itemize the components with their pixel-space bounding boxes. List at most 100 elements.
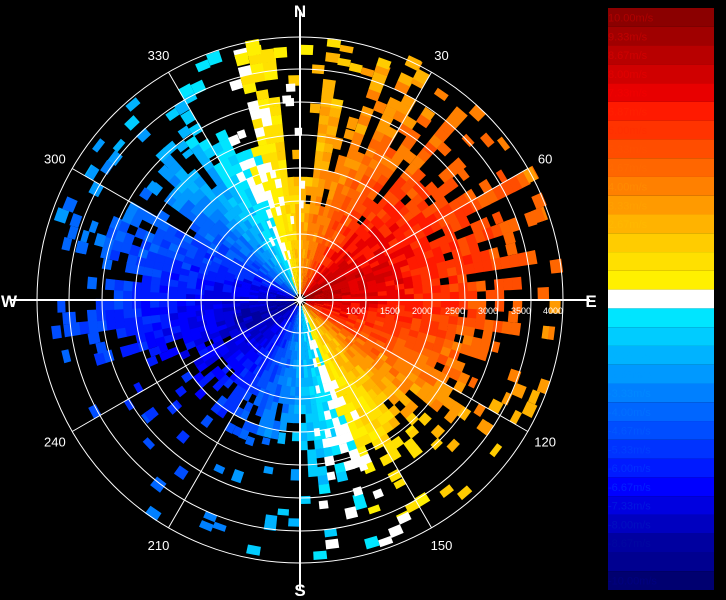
echo-gate <box>354 271 365 279</box>
echo-gate <box>279 168 288 179</box>
echo-gate <box>150 476 167 493</box>
echo-gate <box>357 361 369 372</box>
echo-gate <box>290 313 295 323</box>
echo-gate <box>322 306 333 311</box>
echo-gate <box>178 349 191 361</box>
echo-gate <box>422 300 433 308</box>
echo-gate <box>467 290 478 301</box>
echo-gate <box>348 259 359 268</box>
echo-gate <box>251 71 267 83</box>
echo-gate <box>317 315 326 323</box>
echo-gate <box>308 311 316 320</box>
echo-gate <box>230 292 241 297</box>
echo-gate <box>275 301 286 304</box>
echo-gate <box>303 287 310 296</box>
echo-gate <box>344 506 359 520</box>
echo-gate <box>325 538 340 550</box>
echo-gate <box>301 305 305 315</box>
echo-gate <box>318 500 329 510</box>
legend-label: 1.33m/s <box>608 257 648 269</box>
echo-gate <box>204 284 215 291</box>
echo-gate <box>267 258 276 268</box>
echo-gate <box>294 185 301 196</box>
echo-gate <box>342 267 353 275</box>
echo-gate <box>226 342 237 352</box>
echo-gate <box>334 201 344 213</box>
echo-gate <box>242 315 253 322</box>
echo-gate <box>231 361 242 372</box>
echo-gate <box>333 322 343 331</box>
echo-gate <box>264 275 274 282</box>
echo-gate <box>300 284 304 295</box>
echo-gate <box>347 380 358 392</box>
echo-gate <box>430 424 446 439</box>
echo-gate <box>268 322 277 330</box>
legend-label: 10.00m/s <box>608 13 654 25</box>
echo-gate <box>341 264 351 273</box>
echo-gate <box>491 211 504 225</box>
echo-gate <box>361 381 372 393</box>
echo-gate <box>327 341 336 351</box>
legend-label: -3.33m/s <box>608 388 651 400</box>
echo-gate <box>316 337 324 347</box>
echo-gate <box>249 291 259 296</box>
echo-gate <box>305 302 315 307</box>
echo-gate <box>449 283 460 293</box>
echo-gate <box>231 228 243 239</box>
echo-gate <box>303 304 311 312</box>
echo-gate <box>201 333 213 343</box>
echo-gate <box>340 236 350 247</box>
echo-gate <box>259 286 269 292</box>
echo-gate <box>146 355 159 367</box>
echo-gate <box>318 264 325 274</box>
echo-gate <box>252 224 262 235</box>
echo-gate <box>252 331 263 341</box>
echo-gate <box>242 208 253 220</box>
echo-gate <box>367 335 378 344</box>
legend-label: -7.33m/s <box>608 501 651 513</box>
echo-gate <box>296 323 299 334</box>
echo-gate <box>314 294 324 298</box>
echo-gate <box>319 280 328 287</box>
echo-gate <box>307 467 319 478</box>
echo-gate <box>417 259 428 269</box>
echo-gate <box>115 326 127 339</box>
legend-swatch <box>608 402 714 422</box>
echo-gate <box>340 248 350 258</box>
echo-gate <box>337 234 347 245</box>
echo-gate <box>322 344 331 354</box>
echo-gate <box>321 235 329 246</box>
echo-gate <box>451 106 468 123</box>
echo-gate <box>268 179 277 190</box>
echo-gate <box>176 292 187 300</box>
echo-gate <box>319 325 327 335</box>
echo-gate <box>212 303 223 310</box>
echo-gate <box>402 150 417 165</box>
echo-gate <box>301 285 304 295</box>
echo-gate <box>475 309 486 321</box>
echo-gate <box>312 308 321 315</box>
echo-gate <box>303 323 307 333</box>
echo-gate <box>262 60 278 72</box>
echo-gate <box>265 319 275 327</box>
echo-gate <box>325 319 335 327</box>
echo-gate <box>194 293 205 300</box>
bearing-label: 240 <box>44 435 66 450</box>
echo-gate <box>232 241 243 251</box>
echo-gate <box>253 344 263 354</box>
echo-gate <box>287 322 293 332</box>
echo-gate <box>278 262 286 272</box>
echo-gate <box>347 198 358 210</box>
echo-gate <box>413 300 424 308</box>
echo-gate <box>323 305 333 309</box>
echo-gate <box>414 359 426 372</box>
echo-gate <box>330 310 341 316</box>
echo-gate <box>317 178 327 189</box>
echo-gate <box>289 304 296 312</box>
echo-gate <box>446 266 458 278</box>
echo-gate <box>287 222 294 232</box>
echo-gate <box>80 229 90 243</box>
echo-gate <box>288 518 300 527</box>
echo-gate <box>437 322 449 332</box>
echo-gate <box>386 96 402 111</box>
